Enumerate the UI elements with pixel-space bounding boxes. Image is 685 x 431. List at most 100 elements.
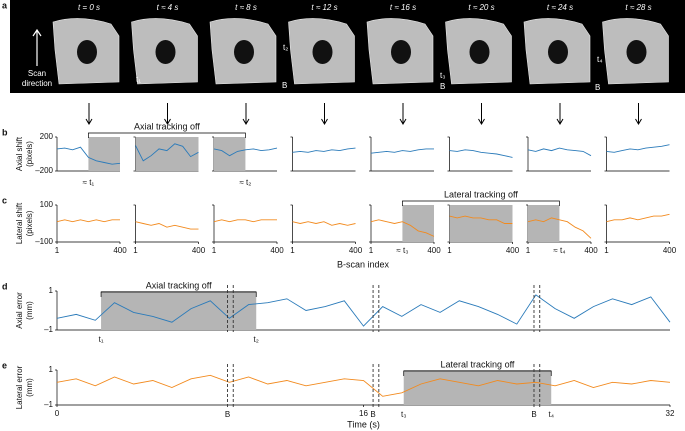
y-axis-label: (mm) — [25, 301, 34, 320]
panel-label: a — [2, 0, 8, 10]
trace — [449, 149, 513, 158]
event-label: B — [225, 410, 230, 419]
x-tick-label: 400 — [663, 246, 677, 255]
trace — [606, 144, 670, 153]
x-tick-label: 400 — [192, 246, 206, 255]
eye-hole — [155, 40, 176, 64]
bracket — [100, 291, 257, 297]
x-tick-label: 1 — [447, 246, 452, 255]
panel-label: d — [2, 281, 8, 291]
bracket-label: Lateral tracking off — [444, 189, 518, 199]
x-tick-label: 16 — [359, 409, 368, 418]
bracket-label: Axial tracking off — [146, 280, 212, 290]
time-label: t ≈ 28 s — [625, 3, 651, 12]
bracket — [88, 132, 246, 138]
down-arrow — [399, 103, 407, 125]
panel-label: e — [2, 360, 7, 370]
trace — [135, 221, 199, 230]
y-axis-label: Lateral error — [15, 365, 24, 409]
trace — [292, 221, 356, 226]
shade — [214, 137, 246, 171]
eye-hole — [234, 40, 254, 64]
y-tick-label: 100 — [40, 200, 54, 209]
time-label: t ≈ 8 s — [235, 3, 257, 12]
trace — [606, 213, 670, 223]
trace — [135, 143, 199, 162]
time-label: t ≈ 16 s — [390, 3, 416, 12]
trace — [370, 148, 434, 154]
event-label: B — [531, 410, 536, 419]
shade — [135, 137, 199, 171]
x-tick-label: 1 — [212, 246, 217, 255]
time-label: t ≈ 24 s — [547, 3, 573, 12]
trace — [292, 147, 356, 153]
bracket — [402, 200, 560, 206]
bracket-label: Axial tracking off — [134, 121, 200, 131]
shade-note: ≈ t₂ — [239, 178, 251, 187]
eye-hole — [548, 40, 568, 64]
x-tick-label: 400 — [349, 246, 363, 255]
x-tick-label: 400 — [113, 246, 127, 255]
x-tick-label: 1 — [133, 246, 138, 255]
shade-label: t₂ — [254, 335, 259, 344]
y-axis-label: (pixels) — [25, 210, 34, 236]
callout: t₁ — [136, 75, 141, 84]
y-axis-label: (mm) — [25, 378, 34, 397]
shade — [101, 291, 257, 330]
down-arrow — [321, 103, 328, 125]
y-axis-label: Axial shift — [15, 136, 24, 171]
eye-hole — [77, 40, 97, 64]
trace — [56, 219, 120, 223]
shade-note: ≈ t₁ — [83, 178, 95, 187]
trace — [370, 219, 435, 237]
x-tick-label: 0 — [55, 409, 60, 418]
eye-hole — [626, 40, 647, 64]
event-label: B — [370, 410, 375, 419]
shade-label: t₄ — [548, 410, 554, 419]
down-arrow — [242, 103, 250, 125]
bracket — [403, 370, 552, 376]
trace — [449, 215, 513, 224]
down-arrow — [85, 103, 93, 125]
time-label: t ≈ 20 s — [468, 3, 494, 12]
y-tick-label: 200 — [40, 132, 54, 141]
scan-arrow — [32, 28, 42, 66]
y-tick-label: –1 — [44, 400, 53, 409]
trace — [527, 147, 592, 157]
eye-hole — [469, 40, 490, 64]
trace — [56, 146, 121, 165]
callout: B — [282, 81, 287, 90]
x-tick-label: 400 — [270, 246, 284, 255]
x-axis-label: Time (s) — [347, 419, 380, 429]
eye-hole — [391, 40, 411, 64]
y-tick-label: –1 — [44, 325, 53, 334]
scan-label: direction — [22, 79, 52, 88]
callout: t₄ — [597, 55, 603, 64]
y-tick-label: –100 — [35, 237, 53, 246]
shade — [528, 205, 560, 242]
panel-label: b — [2, 127, 8, 137]
shade-note: ≈ t₄ — [553, 246, 565, 255]
y-tick-label: –200 — [35, 166, 53, 175]
down-arrow — [635, 103, 642, 125]
x-tick-label: 32 — [666, 409, 675, 418]
trace — [527, 217, 592, 239]
callout: t₂ — [283, 43, 288, 52]
x-tick-label: 400 — [506, 246, 520, 255]
time-label: t = 0 s — [78, 3, 100, 12]
trace — [56, 374, 671, 397]
callout: B — [595, 83, 600, 92]
down-arrow — [556, 103, 564, 125]
shade — [402, 205, 434, 242]
x-tick-label: 1 — [369, 246, 374, 255]
shade-note: ≈ t₃ — [396, 246, 408, 255]
shade-label: t₃ — [401, 410, 406, 419]
x-axis-label: B-scan index — [337, 259, 390, 269]
x-tick-label: 400 — [584, 246, 598, 255]
trace — [213, 147, 278, 157]
callout: B — [440, 82, 445, 91]
y-axis-label: (pixels) — [25, 141, 34, 167]
y-tick-label: 1 — [49, 365, 54, 374]
bracket-label: Lateral tracking off — [441, 359, 515, 369]
